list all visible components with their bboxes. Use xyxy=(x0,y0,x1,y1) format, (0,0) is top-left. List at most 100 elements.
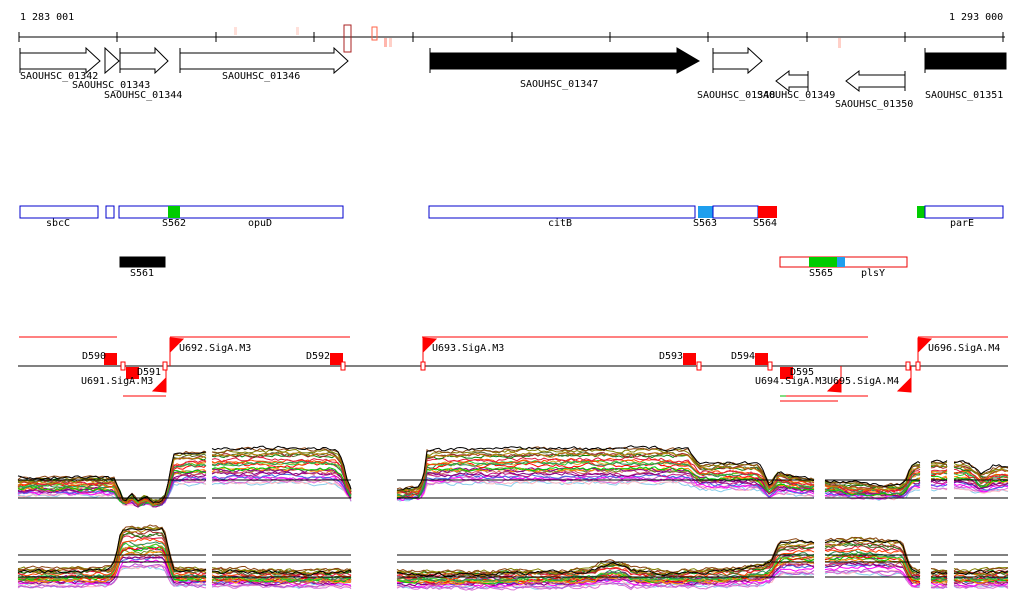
ruler-marker[interactable] xyxy=(838,38,841,48)
gene-SAOUHSC_01346[interactable] xyxy=(179,46,349,75)
up-flag-U693[interactable] xyxy=(422,337,438,354)
signal-label: D592 xyxy=(306,351,331,362)
profile-line xyxy=(17,524,207,571)
signal-tick xyxy=(120,361,126,371)
profile-line xyxy=(824,569,921,589)
profile-line xyxy=(396,545,815,576)
gene-label: SAOUHSC_01344 xyxy=(104,90,183,101)
signal-label: D593 xyxy=(659,351,684,362)
feature-S562-seg[interactable] xyxy=(168,206,180,218)
feature-citB-ext[interactable] xyxy=(712,205,759,219)
feature-label: parE xyxy=(950,218,975,229)
feature-S565-blue[interactable] xyxy=(837,257,845,267)
gene-label: SAOUHSC_01349 xyxy=(757,90,836,101)
down-flag-U691[interactable] xyxy=(151,376,167,393)
profile-line xyxy=(17,563,207,589)
feature-S563-seg[interactable] xyxy=(698,206,713,218)
ruler-marker[interactable] xyxy=(234,27,237,35)
feature-label: S563 xyxy=(693,218,718,229)
signal-label: U691.SigA.M3 xyxy=(81,376,154,387)
feature-spacer[interactable] xyxy=(105,205,115,219)
ruler-marker[interactable] xyxy=(389,38,392,47)
feature-label: S562 xyxy=(162,218,187,229)
up-flag-U692[interactable] xyxy=(169,337,185,354)
profile-line xyxy=(396,555,815,584)
profile-line xyxy=(211,461,352,496)
profile-line xyxy=(17,527,207,574)
profile-line xyxy=(211,471,352,498)
ruler-marker[interactable] xyxy=(384,38,387,47)
gene-SAOUHSC_01342[interactable] xyxy=(19,46,101,75)
ruler-marker[interactable] xyxy=(371,26,378,41)
profile-line xyxy=(824,460,921,488)
profile-line xyxy=(953,471,1009,487)
profile-line xyxy=(211,566,352,573)
feature-parE-start[interactable] xyxy=(917,206,925,218)
profile-line xyxy=(17,481,207,506)
gene-SAOUHSC_01348[interactable] xyxy=(712,46,763,75)
gene-label: SAOUHSC_01346 xyxy=(222,71,301,82)
down-flag-U694[interactable] xyxy=(826,376,842,393)
signal-label: U693.SigA.M3 xyxy=(432,343,505,354)
profile-line xyxy=(930,577,948,581)
ruler-marker[interactable] xyxy=(343,24,352,53)
profile-line xyxy=(824,473,921,495)
gene-SAOUHSC_01349[interactable] xyxy=(775,69,809,93)
signal-tick xyxy=(915,361,921,371)
term-box-D593[interactable] xyxy=(683,353,696,365)
profile-line xyxy=(17,451,207,503)
feature-sbcC[interactable] xyxy=(19,205,99,219)
signal-tick xyxy=(905,361,911,371)
profile-line xyxy=(17,459,207,507)
profile-line xyxy=(930,469,948,472)
signal-label: D591 xyxy=(137,367,162,378)
gene-SAOUHSC_01350[interactable] xyxy=(845,69,906,93)
gene-SAOUHSC_01344[interactable] xyxy=(119,46,169,75)
ruler-end-coordinate: 1 293 000 xyxy=(949,12,1004,23)
profile-line xyxy=(930,580,948,584)
ruler-marker[interactable] xyxy=(296,27,299,35)
up-flag-U696[interactable] xyxy=(917,337,933,354)
term-box-D591[interactable] xyxy=(126,367,139,379)
feature-S561[interactable] xyxy=(119,256,166,268)
feature-opuD[interactable] xyxy=(118,205,344,219)
signal-label: D594 xyxy=(731,351,756,362)
feature-S565-seg[interactable] xyxy=(809,257,837,267)
gene-SAOUHSC_01347[interactable] xyxy=(429,47,701,74)
profile-line xyxy=(824,539,921,574)
term-box-D590[interactable] xyxy=(104,353,117,365)
feature-parE[interactable] xyxy=(924,205,1004,219)
profile-line xyxy=(211,456,352,495)
gene-SAOUHSC_01351[interactable] xyxy=(924,52,1007,70)
profile-line xyxy=(824,565,921,587)
profile-line xyxy=(930,483,948,487)
profile-line xyxy=(396,542,815,577)
feature-label: sbcC xyxy=(46,218,71,229)
term-box-D592[interactable] xyxy=(330,353,343,365)
gene-SAOUHSC_01343[interactable] xyxy=(104,46,120,75)
gene-label: SAOUHSC_01348 xyxy=(697,90,776,101)
signal-tick xyxy=(340,361,346,371)
profile-line xyxy=(211,584,352,590)
feature-S564-seg[interactable] xyxy=(758,206,777,218)
feature-label: citB xyxy=(548,218,573,229)
feature-label: S565 xyxy=(809,268,834,279)
signal-tick xyxy=(767,361,773,371)
down-flag-U695[interactable] xyxy=(896,376,912,393)
feature-label: plsY xyxy=(861,268,886,279)
feature-label: opuD xyxy=(248,218,273,229)
profile-line xyxy=(396,453,815,493)
ruler-start-coordinate: 1 283 001 xyxy=(20,12,75,23)
gene-label: SAOUHSC_01347 xyxy=(520,79,599,90)
signal-label: D590 xyxy=(82,351,107,362)
profile-line xyxy=(211,458,352,493)
term-box-D595[interactable] xyxy=(780,367,793,379)
feature-citB[interactable] xyxy=(428,205,696,219)
profile-line xyxy=(930,487,948,490)
profile-line xyxy=(211,453,352,493)
profile-line xyxy=(396,456,815,495)
profile-line xyxy=(17,538,207,577)
profile-line xyxy=(930,571,948,575)
term-box-D594[interactable] xyxy=(755,353,768,365)
profile-line xyxy=(397,445,815,491)
